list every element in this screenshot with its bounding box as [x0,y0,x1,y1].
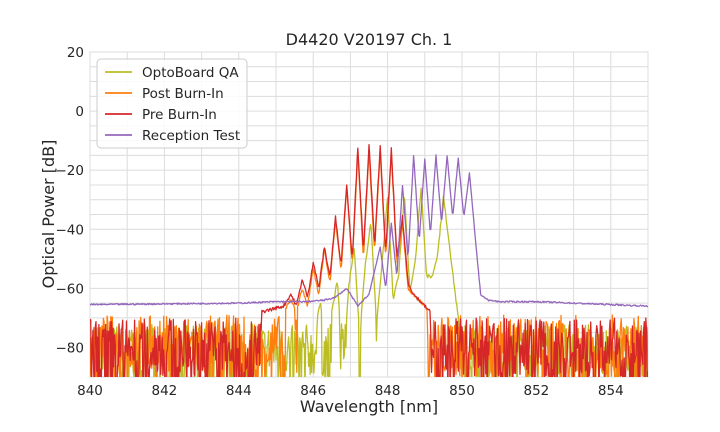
series-line [90,144,648,377]
y-gridlines [90,51,648,378]
chart-title: D4420 V20197 Ch. 1 [286,30,453,49]
x-axis-label: Wavelength [nm] [300,397,438,416]
series-layer [90,144,648,377]
x-tick-label: 844 [226,383,252,399]
y-tick-label: −40 [56,222,85,238]
y-tick-label: −60 [56,281,85,297]
series-reception-test [90,154,648,308]
x-tick-label: 840 [77,383,103,399]
series-line [90,187,648,377]
x-tick-label: 848 [375,383,401,399]
x-tick-label: 854 [598,383,624,399]
y-tick-label: 0 [75,104,84,120]
y-tick-labels: 20 0 −20 −40 −60 −80 [56,45,85,356]
legend: OptoBoard QA Post Burn-In Pre Burn-In Recep… [96,58,248,149]
y-tick-label: −80 [56,340,85,356]
legend-label: Post Burn-In [142,86,224,102]
legend-box [96,58,248,149]
y-axis-label: Optical Power [dB] [39,140,58,289]
legend-label: Reception Test [142,128,240,144]
series-pre-burn-in [90,144,648,377]
x-tick-label: 852 [524,383,550,399]
y-tick-label: 20 [67,45,84,61]
series-optoboard-qa [90,187,648,377]
x-tick-label: 846 [300,383,326,399]
legend-label: OptoBoard QA [142,65,239,81]
x-tick-labels: 840 842 844 846 848 850 852 854 [77,383,624,399]
legend-label: Pre Burn-In [142,107,217,123]
x-tick-label: 842 [152,383,178,399]
x-tick-label: 850 [449,383,475,399]
y-tick-label: −20 [56,163,85,179]
series-line [90,154,648,308]
